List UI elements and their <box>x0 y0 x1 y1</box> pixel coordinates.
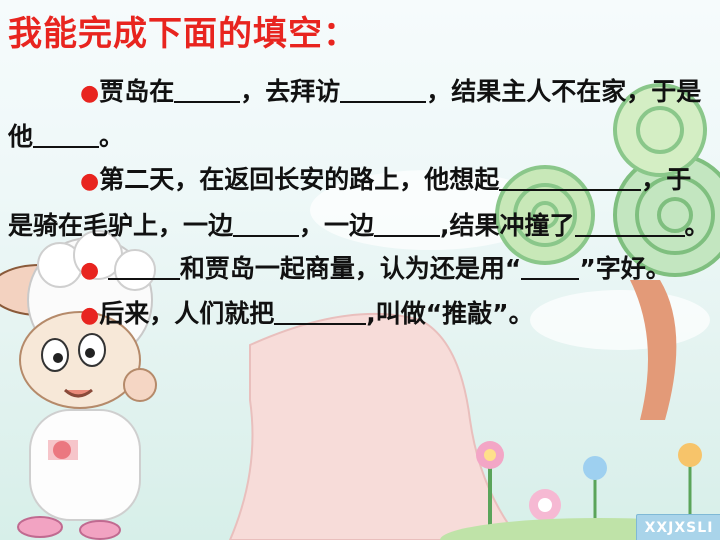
blank-field <box>574 207 685 237</box>
paragraph-3: ● 和贾岛一起商量，认为还是用“ ”字好。 <box>8 247 714 292</box>
text-segment: ，一边 <box>299 210 375 240</box>
lamb-cartoon-icon <box>0 230 157 540</box>
text-segment: ，去拜访 <box>240 77 341 106</box>
blank-field <box>374 207 441 237</box>
blank-field <box>340 73 427 103</box>
text-segment: 。 <box>684 210 710 240</box>
text-segment: 和贾岛一起商量，认为还是用“ <box>179 253 522 283</box>
blank-field <box>521 250 580 280</box>
text-segment: 。 <box>99 122 125 152</box>
paragraph-1: ●贾岛在 ，去拜访 ，结果主人不在家，于是他。 <box>8 70 714 158</box>
path-icon <box>228 312 522 540</box>
lollipop-tree-icon <box>495 83 720 420</box>
bullet-icon: ● <box>80 81 100 106</box>
watermark-logo: XXJXSLI <box>636 514 720 540</box>
blank-field <box>233 207 300 237</box>
paragraph-2: ●第二天，在返回长安的路上，他想起 ，于是骑在毛驴上，一边 ，一边 ,结果冲撞了 。 <box>8 158 714 246</box>
blank-field <box>499 161 642 192</box>
blank-field <box>33 118 100 149</box>
blank-field <box>107 250 180 280</box>
text-segment: ，结果主人不在家，于是他 <box>8 77 702 152</box>
slide-title: 我能完成下面的填空： <box>8 14 358 54</box>
bullet-icon: ● <box>80 257 100 283</box>
text-segment: ”字好。 <box>579 253 671 283</box>
blank-field <box>274 295 367 326</box>
text-segment: 贾岛在 <box>99 77 175 106</box>
paragraph-4: ●后来，人们就把 ,叫做“推敲”。 <box>8 292 714 337</box>
text-segment: ,叫做“推敲”。 <box>366 299 534 329</box>
bullet-icon: ● <box>80 169 100 195</box>
text-segment: ，于是骑在毛驴上，一边 <box>8 165 692 240</box>
blank-field <box>174 73 241 103</box>
text-segment: 第二天，在返回长安的路上，他想起 <box>99 165 500 195</box>
text-segment: ,结果冲撞了 <box>440 210 575 240</box>
text-segment: 后来，人们就把 <box>99 299 275 329</box>
bullet-icon: ● <box>80 303 100 329</box>
fill-in-blanks-text: ●贾岛在 ，去拜访 ，结果主人不在家，于是他。 ●第二天，在返回长安的路上，他想起，… <box>8 70 714 337</box>
